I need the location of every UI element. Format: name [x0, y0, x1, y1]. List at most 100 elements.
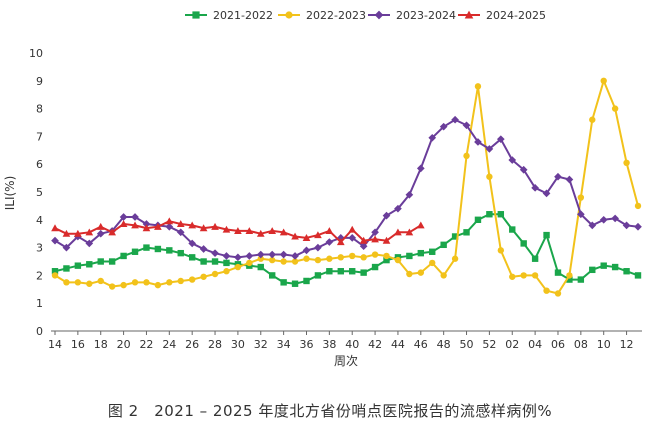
data-point — [417, 269, 425, 276]
data-point — [200, 273, 207, 280]
data-point — [314, 256, 322, 264]
data-point — [383, 256, 390, 264]
y-tick-label: 6 — [36, 158, 43, 171]
data-point — [279, 228, 288, 236]
data-point — [314, 231, 322, 239]
series-2023-2024 — [51, 115, 642, 262]
data-point — [509, 226, 516, 233]
data-point — [326, 255, 333, 262]
data-point — [120, 281, 127, 289]
legend-label: 2023-2024 — [396, 9, 456, 22]
series-2022-2023 — [51, 77, 642, 297]
data-point — [416, 164, 425, 173]
data-point — [599, 215, 608, 224]
data-point — [509, 273, 516, 280]
data-point — [405, 228, 414, 236]
data-point — [165, 217, 174, 225]
data-point — [302, 246, 311, 255]
x-tick-label: 18 — [94, 338, 108, 351]
data-point — [268, 256, 276, 264]
data-point — [382, 211, 391, 220]
data-point — [303, 255, 310, 262]
data-point — [268, 227, 277, 234]
data-point — [63, 279, 70, 286]
data-point — [234, 253, 242, 262]
data-point — [520, 240, 527, 247]
x-tick-label: 12 — [620, 338, 634, 351]
data-point — [256, 229, 265, 237]
data-point — [588, 221, 597, 230]
data-point — [222, 252, 231, 260]
data-point — [154, 222, 162, 230]
x-tick-label: 46 — [414, 338, 428, 351]
data-point — [246, 259, 253, 267]
data-point — [74, 262, 82, 269]
data-point — [416, 221, 425, 229]
data-point — [303, 277, 310, 285]
data-point — [131, 221, 139, 229]
x-tick-label: 36 — [299, 338, 313, 351]
y-tick-label: 2 — [36, 269, 43, 282]
y-tick-label: 1 — [36, 297, 43, 310]
x-tick-label: 22 — [139, 338, 153, 351]
y-tick-label: 9 — [36, 75, 43, 88]
x-tick-label: 34 — [277, 338, 291, 351]
data-point — [85, 228, 94, 236]
y-tick-label: 5 — [36, 186, 43, 199]
data-point — [166, 279, 173, 286]
data-point — [383, 252, 390, 260]
data-point — [337, 254, 344, 261]
data-point — [519, 165, 528, 174]
data-point — [131, 248, 139, 255]
data-point — [634, 202, 642, 210]
data-point — [199, 245, 208, 253]
data-point — [245, 227, 254, 234]
legend-item: 2023-2024 — [368, 9, 456, 22]
data-point — [394, 204, 402, 213]
data-point — [97, 277, 104, 285]
data-point — [429, 259, 436, 267]
data-point — [382, 236, 391, 244]
data-point — [543, 287, 550, 294]
data-point — [268, 272, 276, 279]
data-point — [74, 229, 82, 237]
x-tick-label: 04 — [528, 338, 542, 351]
data-point — [154, 281, 162, 289]
x-tick-label: 48 — [437, 338, 451, 351]
data-point — [188, 254, 196, 261]
data-point — [520, 272, 527, 279]
data-point — [86, 280, 93, 287]
y-axis-ticks: 0 1 2 3 4 5 6 7 8 9 10 — [29, 47, 43, 338]
data-point — [325, 238, 334, 246]
data-point — [566, 276, 573, 283]
data-point — [199, 224, 208, 232]
data-point — [634, 272, 642, 279]
x-tick-label: 28 — [208, 338, 222, 351]
data-point — [119, 220, 128, 228]
figure-caption: 图 2 2021 – 2025 年度北方省份哨点医院报告的流感样病例% — [107, 402, 553, 420]
x-tick-label: 32 — [254, 338, 268, 351]
data-point — [371, 235, 379, 243]
data-point — [623, 159, 630, 167]
series-line — [54, 213, 639, 285]
data-point — [245, 252, 254, 260]
data-point — [234, 263, 242, 271]
data-point — [336, 238, 345, 246]
data-point — [131, 213, 139, 221]
data-point — [394, 256, 402, 264]
data-point — [200, 258, 207, 265]
data-point — [211, 249, 219, 257]
data-point — [611, 105, 619, 112]
x-tick-label: 42 — [368, 338, 382, 351]
data-point — [257, 255, 264, 262]
data-point — [360, 254, 367, 261]
data-point — [451, 255, 459, 262]
x-tick-label: 44 — [391, 338, 405, 351]
data-point — [326, 268, 333, 275]
data-point — [577, 194, 585, 201]
data-point — [406, 270, 413, 278]
data-point — [188, 276, 196, 283]
x-axis-ticks: 14 16 18 20 22 24 26 28 30 32 34 36 38 40 42 44 46 48 50 52… — [48, 331, 634, 351]
data-point — [291, 252, 299, 260]
